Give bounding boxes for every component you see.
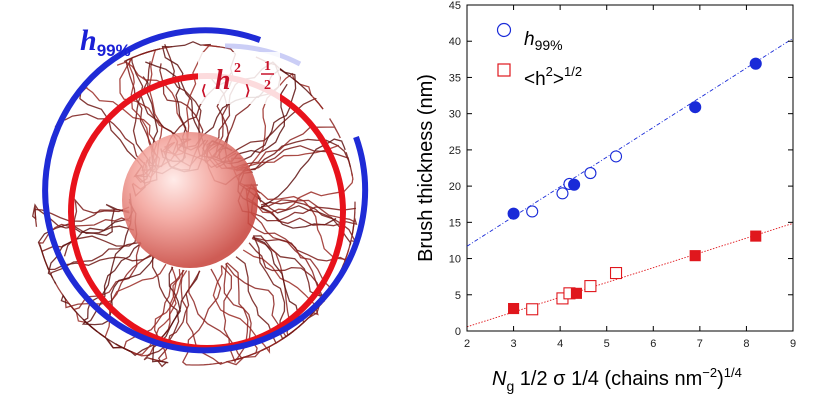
- polymer-chain: [260, 201, 358, 236]
- y-tick-label: 5: [455, 290, 461, 302]
- plot-frame: [466, 4, 794, 332]
- legend: h99% <h2>1/2: [496, 22, 582, 90]
- polymer-chain: [180, 269, 279, 366]
- x-tick-label: 7: [697, 338, 703, 350]
- h99-thickness-ring: [42, 27, 369, 354]
- svg-text:h99%: h99%: [524, 29, 563, 53]
- y-tick-label: 30: [449, 109, 461, 121]
- point-h99-filled: [507, 207, 520, 220]
- point-h2-filled: [689, 250, 701, 262]
- y-axis-title: Brush thickness (nm): [415, 74, 437, 262]
- data-points: [507, 57, 762, 316]
- polymer-chain: [85, 242, 142, 353]
- legend-h2-pre: <h: [524, 69, 546, 90]
- polymer-chain: [46, 254, 153, 271]
- legend-h99-main: h: [524, 29, 535, 50]
- nanoparticle-core: [122, 132, 258, 268]
- svg-text:2: 2: [234, 61, 241, 76]
- x-tick-label: 3: [511, 338, 517, 350]
- point-h2-open: [526, 303, 539, 316]
- legend-h2-mid: >: [553, 69, 564, 90]
- y-tick-label: 45: [449, 0, 461, 12]
- svg-text:2: 2: [264, 78, 271, 93]
- polymer-brush-illustration: h99% ⟨ h 2 ⟩ 1 2: [31, 24, 369, 368]
- point-h2-filled: [570, 287, 582, 299]
- point-h99-filled: [568, 178, 581, 191]
- y-tick-label: 10: [449, 254, 461, 266]
- y-tick-label: 15: [449, 217, 461, 229]
- polymer-chain: [81, 256, 155, 332]
- legend-h2-sup2: 1/2: [564, 64, 582, 79]
- point-h99-open: [584, 167, 597, 180]
- point-h99-open: [609, 150, 623, 163]
- polymer-chain: [181, 268, 223, 366]
- svg-text:⟩: ⟩: [245, 84, 250, 99]
- svg-text:h: h: [215, 65, 231, 96]
- y-tick-label: 35: [449, 72, 461, 84]
- polymer-chain: [143, 255, 180, 368]
- y-tick-label: 40: [449, 36, 461, 48]
- svg-text:<h2>1/2: <h2>1/2: [524, 64, 582, 90]
- point-h99-open: [526, 205, 539, 218]
- fit-line-h2: [466, 222, 794, 328]
- svg-text:h99%: h99%: [80, 24, 131, 60]
- polymer-chain: [233, 163, 350, 263]
- h99-ring-fade: [224, 43, 302, 67]
- x-tick-label: 4: [557, 338, 563, 350]
- legend-marker-h99: [496, 22, 512, 38]
- y-tick-label: 20: [449, 181, 461, 193]
- x-tick-label: 9: [790, 338, 796, 350]
- point-h99-filled: [689, 101, 702, 114]
- legend-marker-h2: [497, 63, 511, 77]
- svg-text:1: 1: [264, 59, 271, 74]
- point-h99-open: [556, 187, 569, 200]
- legend-h99-sub: 99%: [535, 37, 563, 53]
- x-tick-label: 6: [650, 338, 656, 350]
- fit-line-h99: [466, 37, 794, 247]
- polymer-chain: [65, 241, 141, 311]
- point-h2-filled: [508, 302, 520, 315]
- point-h99-filled: [749, 57, 762, 70]
- polymer-chain: [252, 236, 350, 317]
- svg-text:⟨: ⟨: [201, 84, 206, 99]
- y-tick-label: 25: [449, 145, 461, 157]
- polymer-chain: [248, 242, 326, 340]
- polymer-chain: [260, 138, 346, 209]
- legend-h2-sup: 2: [546, 64, 553, 79]
- point-h2-filled: [750, 230, 762, 242]
- polymer-chain: [39, 241, 141, 279]
- x-tick-label: 2: [464, 338, 470, 350]
- polymer-chain: [60, 193, 132, 325]
- y-tick-label: 0: [455, 326, 461, 338]
- point-h2-open: [609, 266, 623, 280]
- x-tick-label: 5: [604, 338, 610, 350]
- polymer-chain: [70, 263, 167, 339]
- point-h2-open: [584, 280, 597, 293]
- x-axis-title: Ng 1/2 σ 1/4 (chains nm−2)1/4: [492, 365, 742, 394]
- h99-label: h99%: [80, 24, 131, 60]
- x-tick-label: 8: [743, 338, 749, 350]
- fit-lines: [466, 37, 794, 328]
- polymer-chain: [221, 264, 267, 364]
- h2-label: ⟨ h 2 ⟩ 1 2: [198, 52, 280, 104]
